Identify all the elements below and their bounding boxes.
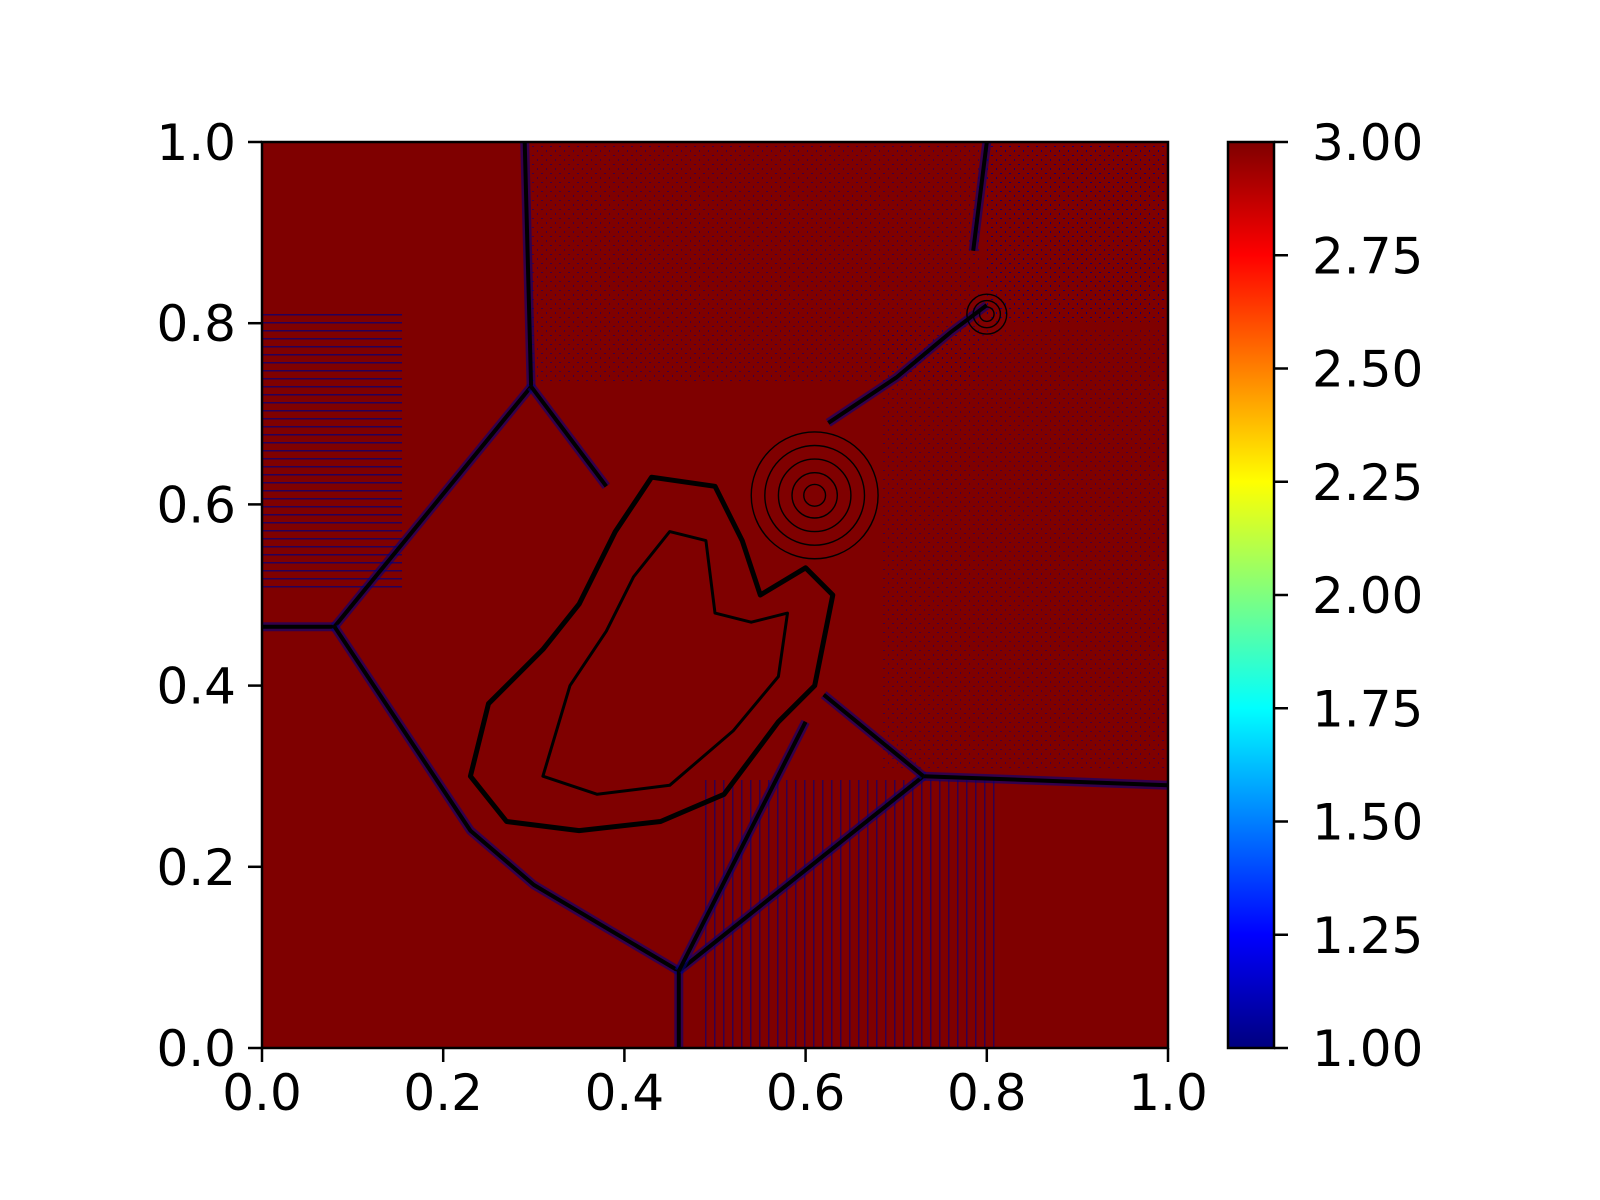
colorbar-tick-label: 2.00 — [1312, 567, 1423, 625]
shock-line-left-upper-diagonal — [332, 385, 533, 628]
shock-line-right-horizontal — [923, 774, 1168, 788]
vortex-ring-0-4 — [750, 431, 879, 560]
colorbar-gradient — [1226, 140, 1276, 1050]
y-tick-label: 0.0 — [156, 1020, 236, 1078]
speck-region-top-right — [985, 142, 1168, 322]
y-axis: 0.0 0.2 0.4 0.6 0.8 1.0 — [156, 114, 262, 1078]
colorbar-tick-label: 1.00 — [1312, 1020, 1423, 1078]
jet-structure — [467, 474, 836, 834]
x-tick-label: 1.0 — [1128, 1064, 1208, 1122]
speck-region-right — [880, 330, 1168, 770]
colorbar-tick-label: 2.75 — [1312, 227, 1423, 285]
vortex-ring-1-0 — [978, 306, 995, 323]
x-axis: 0.0 0.2 0.4 0.6 0.8 1.0 — [222, 1048, 1208, 1122]
colorbar-ticks: 1.00 1.25 1.50 1.75 2.00 2.25 2.50 2.75 3.00 — [1274, 114, 1423, 1078]
plot-frame — [260, 140, 1170, 1050]
shock-line-upper-left-vertical — [522, 142, 534, 387]
colorbar-tick-label: 1.50 — [1312, 794, 1423, 852]
vortex-rings — [750, 293, 1008, 560]
y-tick-label: 0.8 — [156, 295, 236, 353]
colorbar: 1.00 1.25 1.50 1.75 2.00 2.25 2.50 2.75 3.00 — [1226, 114, 1423, 1078]
jet-inner-contour — [541, 530, 789, 796]
colorbar-tick-label: 1.25 — [1312, 907, 1423, 965]
vortex-ring-0-0 — [803, 483, 827, 507]
plot-area — [260, 140, 1170, 1050]
shock-line-bottom-diagonal — [677, 774, 925, 973]
y-tick-label: 1.0 — [156, 114, 236, 172]
x-tick-label: 0.6 — [766, 1064, 846, 1122]
stripe-region-left — [262, 312, 402, 592]
shock-lines — [262, 142, 1168, 1048]
shock-line-mushroom-stem — [827, 303, 989, 425]
field-textures — [262, 142, 1168, 1048]
shock-line-upper-to-jet — [529, 385, 608, 488]
vortex-ring-1-2 — [966, 293, 1008, 335]
vortex-ring-0-1 — [791, 471, 839, 519]
colorbar-tick-label: 3.00 — [1312, 114, 1423, 172]
vortex-ring-1-1 — [972, 299, 1002, 329]
x-tick-label: 0.0 — [222, 1064, 302, 1122]
shock-line-upper-right-vertical — [971, 142, 989, 251]
y-tick-label: 0.6 — [156, 476, 236, 534]
colorbar-tick-label: 2.50 — [1312, 341, 1423, 399]
x-tick-label: 0.2 — [403, 1064, 483, 1122]
shock-line-lower-left-arc — [332, 625, 680, 973]
x-tick-label: 0.8 — [947, 1064, 1027, 1122]
x-tick-label: 0.4 — [585, 1064, 665, 1122]
vortex-ring-0-2 — [777, 458, 852, 533]
colorbar-tick-label: 1.75 — [1312, 680, 1423, 738]
vortex-ring-0-3 — [764, 444, 866, 546]
jet-outer-contour — [467, 474, 836, 834]
shock-line-bottom-to-jet — [677, 720, 808, 972]
colorbar-tick-label: 2.25 — [1312, 454, 1423, 512]
y-tick-label: 0.4 — [156, 658, 236, 716]
y-tick-label: 0.2 — [156, 839, 236, 897]
shock-line-jet-to-right — [822, 693, 925, 778]
